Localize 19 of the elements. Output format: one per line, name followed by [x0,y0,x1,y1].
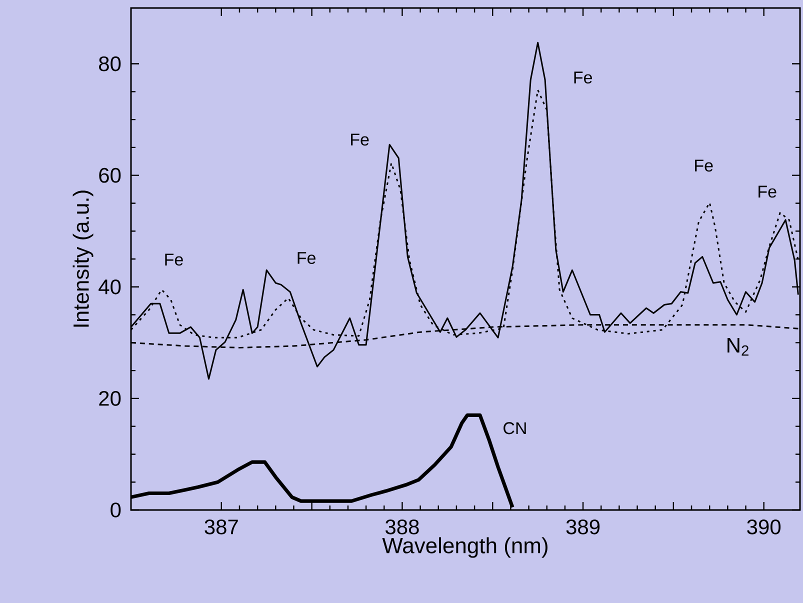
annotation: Fe [574,72,592,84]
annotation: Fe [298,252,316,264]
y-axis-title: Intensity (a.u.) [72,190,94,327]
y-tick-label: 60 [99,168,121,183]
y-tick-label: 40 [98,279,121,294]
annotation: Fe [165,254,183,266]
x-axis-title: Wavelength (nm) [382,537,548,558]
x-tick-label: 390 [747,520,781,534]
annotation: Fe [695,160,713,172]
x-tick-label: 389 [566,520,600,534]
x-tick-label: 387 [204,520,238,534]
annotation: Fe [351,134,369,146]
x-tick-label: 388 [385,520,419,534]
y-tick-label: 80 [99,56,121,72]
annotation: Fe [758,186,776,198]
y-tick-label: 0 [110,502,121,518]
annotation: N$_{2}$ [728,338,748,356]
annotation: CN [504,422,526,434]
y-tick-label: 20 [99,391,121,406]
